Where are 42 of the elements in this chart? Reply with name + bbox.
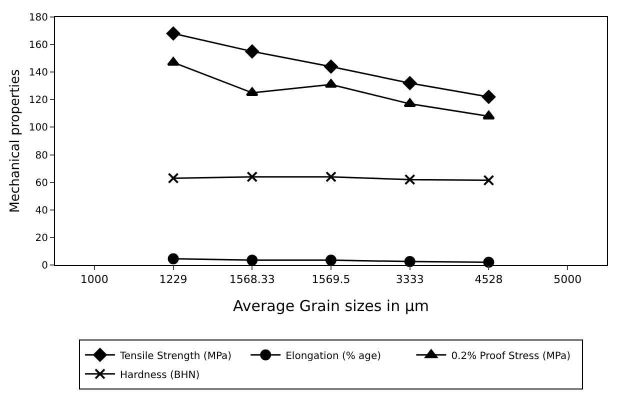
x-tick-label: 1229 <box>159 273 188 286</box>
point <box>168 172 179 184</box>
point <box>482 90 496 104</box>
point <box>404 256 416 268</box>
legend-label: Tensile Strength (MPa) <box>119 350 232 362</box>
point <box>483 256 494 268</box>
point <box>326 254 336 266</box>
point <box>483 174 494 186</box>
x-tick-label: 1568.33 <box>229 273 275 286</box>
point <box>404 174 416 186</box>
point <box>482 110 495 120</box>
point <box>404 98 416 108</box>
legend-label: Hardness (BHN) <box>120 370 200 381</box>
y-tick-label: 160 <box>28 40 48 52</box>
point <box>168 253 179 264</box>
point <box>245 44 259 58</box>
y-tick-label: 40 <box>35 205 48 216</box>
x-axis-title: Average Grain sizes in µm <box>232 297 430 316</box>
legend-label: 0.2% Proof Stress (MPa) <box>451 350 571 362</box>
point <box>403 76 417 90</box>
y-tick-label: 180 <box>28 12 48 24</box>
y-tick-label: 100 <box>28 122 48 134</box>
point <box>324 60 338 74</box>
y-tick-label: 60 <box>35 178 48 189</box>
x-tick-label: 3333 <box>396 273 424 286</box>
y-tick-label: 80 <box>35 150 48 162</box>
point <box>246 171 258 182</box>
point <box>167 56 180 66</box>
x-tick-label: 1000 <box>80 273 108 286</box>
y-tick-label: 20 <box>35 232 48 244</box>
point <box>166 26 180 40</box>
x-tick-label: 5000 <box>554 273 582 286</box>
y-tick-label: 0 <box>42 260 48 272</box>
legend-label: Elongation (% age) <box>286 350 382 362</box>
y-axis-title: Mechanical properties <box>8 68 23 213</box>
x-tick-label: 4528 <box>474 273 503 286</box>
x-tick-label: 1569.5 <box>312 273 350 286</box>
y-tick-label: 120 <box>28 95 48 106</box>
y-tick-label: 140 <box>28 68 48 79</box>
point <box>246 254 258 266</box>
point <box>326 171 336 182</box>
point <box>246 87 258 96</box>
